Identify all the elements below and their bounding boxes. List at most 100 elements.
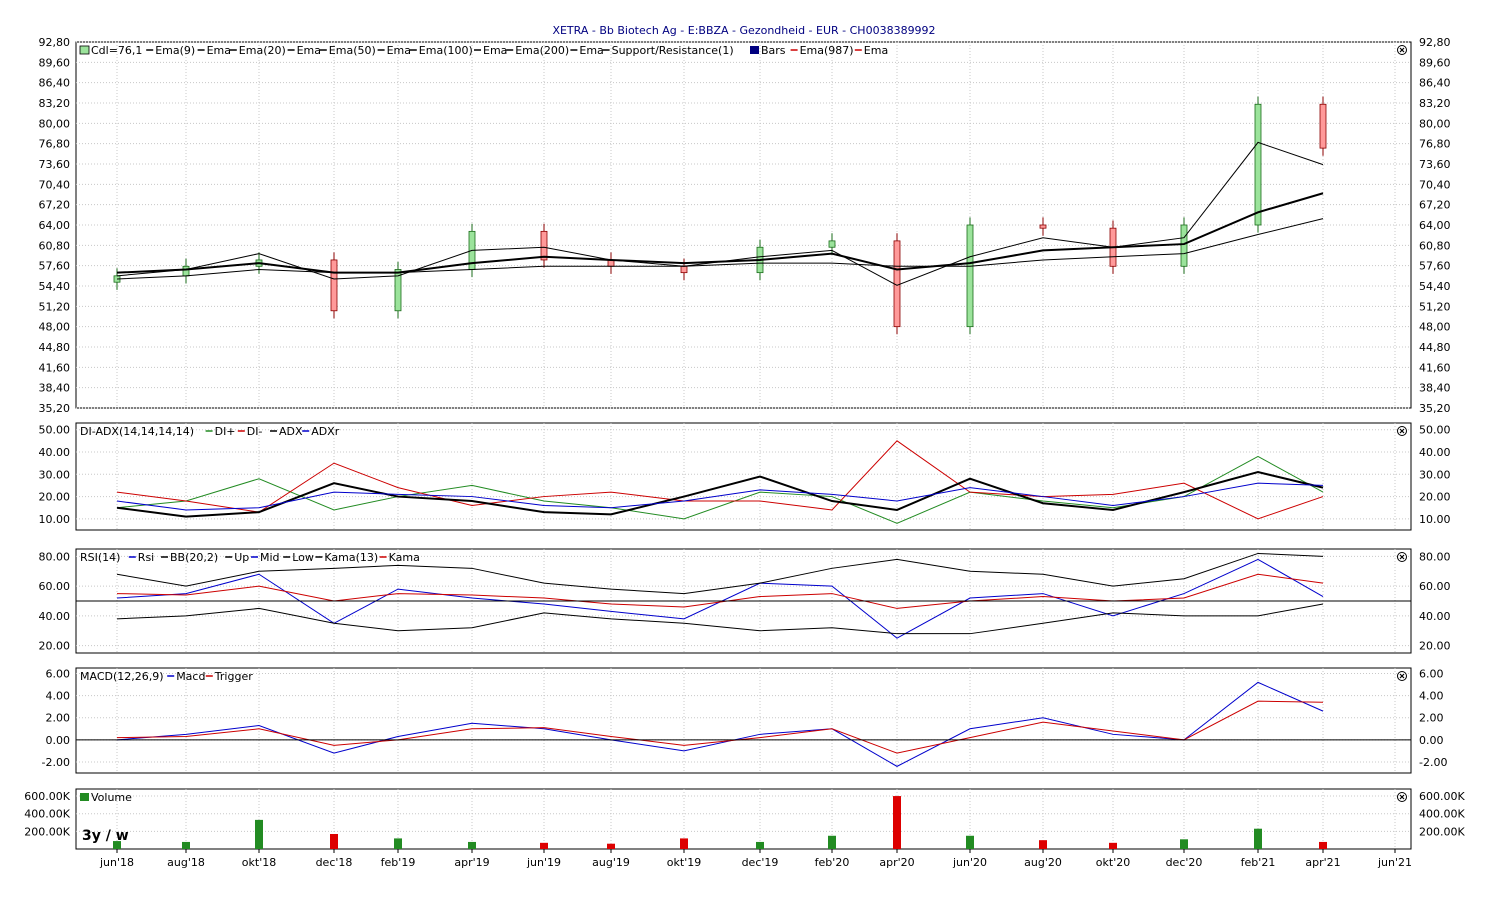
adx-line-di	[116, 455, 1324, 524]
legend-item: Bars	[761, 44, 786, 57]
y-tick-label: 92,80	[39, 36, 71, 49]
y-tick-label-right: 0.00	[1419, 734, 1444, 747]
y-tick-label-right: 44,80	[1419, 341, 1451, 354]
y-tick-label-right: 80.00	[1419, 550, 1451, 563]
chart-title: XETRA - Bb Biotech Ag - E:BBZA - Gezondh…	[552, 24, 936, 37]
x-tick-label: jun'19	[526, 856, 561, 869]
legend-item: Ema	[483, 44, 507, 57]
y-tick-label-right: 40.00	[1419, 610, 1451, 623]
candle	[1180, 224, 1188, 267]
volume-bar	[1039, 840, 1047, 849]
legend-item: Kama	[389, 551, 420, 564]
legend-item: Up	[234, 551, 249, 564]
y-tick-label: 60,80	[39, 239, 71, 252]
y-tick-label: 86,40	[39, 77, 71, 90]
macd-line-trigger	[116, 700, 1324, 754]
y-tick-label: 60.00	[39, 580, 71, 593]
y-tick-label-right: -2.00	[1419, 756, 1447, 769]
volume-bar	[966, 835, 974, 849]
close-icon[interactable]	[1397, 552, 1407, 562]
y-tick-label: 64,00	[39, 219, 71, 232]
candle	[540, 230, 548, 261]
y-tick-label: 20.00	[39, 640, 71, 653]
legend-item: Support/Resistance(1)	[612, 44, 734, 57]
y-tick-label-right: 600.00K	[1419, 790, 1465, 803]
volume-bar	[468, 841, 476, 849]
y-tick-label: 2.00	[46, 712, 71, 725]
y-tick-label: 44,80	[39, 341, 71, 354]
y-tick-label: 54,40	[39, 280, 71, 293]
candle	[1039, 224, 1047, 229]
adx-line-adx	[116, 471, 1324, 518]
legend-item: RSI(14)	[80, 551, 120, 564]
y-tick-label-right: 200.00K	[1419, 825, 1465, 838]
volume-bar	[1109, 842, 1117, 849]
x-tick-label: apr'20	[879, 856, 914, 869]
x-tick-label: jun'18	[99, 856, 134, 869]
y-tick-label-right: 70,40	[1419, 178, 1451, 191]
candle	[394, 269, 402, 312]
volume-bar	[1319, 841, 1327, 849]
candle	[182, 265, 190, 277]
x-tick-label: okt'19	[667, 856, 701, 869]
y-tick-label-right: 40.00	[1419, 446, 1451, 459]
close-icon[interactable]	[1397, 792, 1407, 802]
y-tick-label: 20.00	[39, 491, 71, 504]
y-tick-label-right: 4.00	[1419, 690, 1444, 703]
close-icon[interactable]	[1397, 45, 1407, 55]
x-tick-label: feb'21	[1241, 856, 1276, 869]
legend-item: ADXr	[311, 425, 340, 438]
y-tick-label: 51,20	[39, 300, 71, 313]
x-tick-label: dec'20	[1166, 856, 1203, 869]
legend-item: Mid	[260, 551, 280, 564]
y-tick-label: 600.00K	[24, 790, 70, 803]
y-tick-label: 6.00	[46, 668, 71, 681]
y-tick-label-right: 41,60	[1419, 361, 1451, 374]
volume-bar	[255, 819, 263, 849]
legend-item: DI+	[215, 425, 236, 438]
y-tick-label-right: 30.00	[1419, 468, 1451, 481]
y-tick-label-right: 10.00	[1419, 513, 1451, 526]
macd-legend: MACD(12,26,9) Macd Trigger	[80, 670, 253, 683]
y-tick-label: 0.00	[46, 734, 71, 747]
y-tick-label: 4.00	[46, 690, 71, 703]
y-tick-label-right: 2.00	[1419, 712, 1444, 725]
candle	[1254, 103, 1262, 226]
y-tick-label-right: 54,40	[1419, 280, 1451, 293]
rsi-legend: RSI(14) Rsi BB(20,2) Up Mid Low Kama(13) Kama	[80, 551, 420, 564]
adx-line-adxr	[116, 482, 1324, 511]
y-tick-label-right: 38,40	[1419, 382, 1451, 395]
legend-item: Low	[292, 551, 314, 564]
legend-item: Ema(200)	[515, 44, 569, 57]
legend-item: DI-ADX(14,14,14,14)	[80, 425, 194, 438]
close-icon[interactable]	[1397, 426, 1407, 436]
y-tick-label: 70,40	[39, 178, 71, 191]
y-tick-label-right: 60,80	[1419, 239, 1451, 252]
ema-line	[116, 192, 1324, 274]
y-tick-label-right: 35,20	[1419, 402, 1451, 415]
y-tick-label: 89,60	[39, 56, 71, 69]
candle	[330, 259, 338, 312]
y-tick-label: 48,00	[39, 321, 71, 334]
y-tick-label: 40.00	[39, 446, 71, 459]
x-tick-label: okt'18	[242, 856, 276, 869]
rsi-line-up	[116, 552, 1324, 595]
x-tick-label: dec'18	[316, 856, 353, 869]
y-tick-label: 38,40	[39, 382, 71, 395]
price-legend: Cdl=76,1 Ema(9) Ema Ema(20) Ema Ema(50) Ema Ema…	[79, 44, 888, 57]
y-tick-label: 35,20	[39, 402, 71, 415]
adx-series	[116, 440, 1324, 524]
x-tick-label: okt'20	[1096, 856, 1130, 869]
price-series	[113, 96, 1327, 335]
candle	[966, 224, 974, 328]
y-tick-label: 83,20	[39, 97, 71, 110]
volume-bar	[680, 838, 688, 849]
close-icon[interactable]	[1397, 671, 1407, 681]
volume-bar	[394, 838, 402, 849]
y-tick-label-right: 20.00	[1419, 491, 1451, 504]
y-tick-label: 10.00	[39, 513, 71, 526]
y-tick-label-right: 51,20	[1419, 300, 1451, 313]
legend-item: Ema	[297, 44, 321, 57]
candle-swatch	[79, 45, 90, 55]
